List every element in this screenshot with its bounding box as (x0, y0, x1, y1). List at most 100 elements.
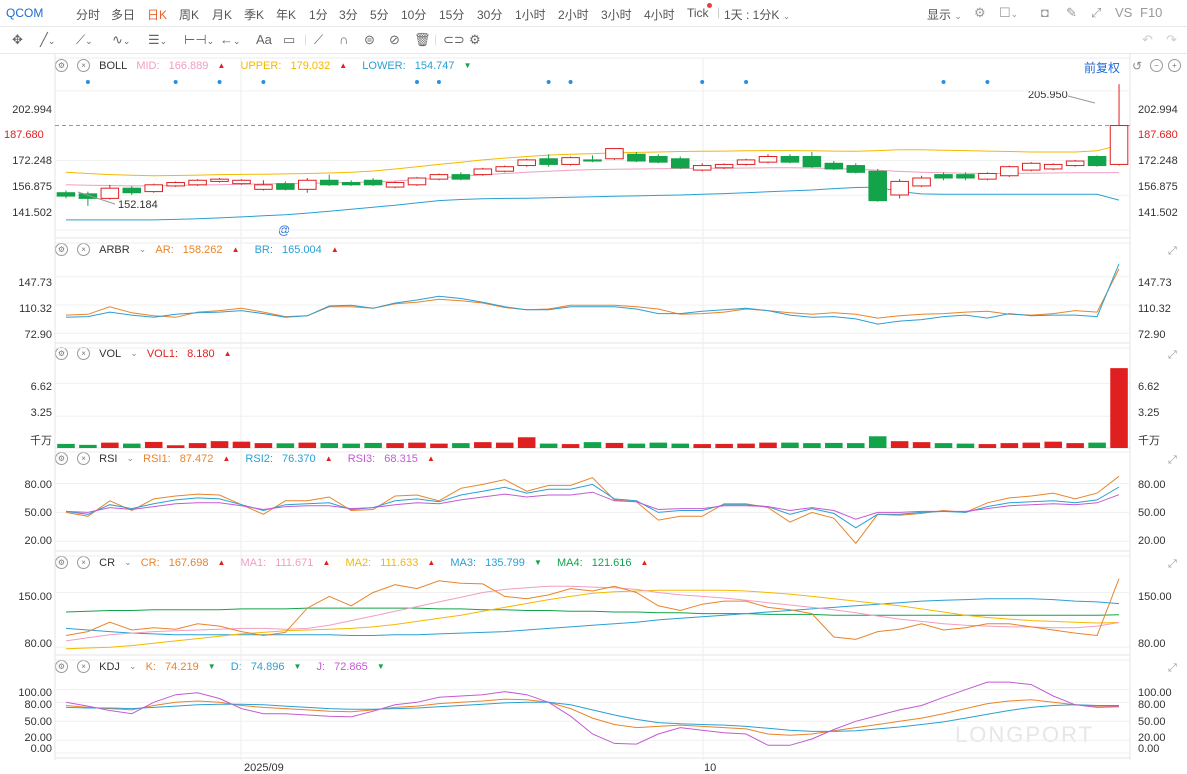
f10-button[interactable]: F10 (1140, 5, 1163, 20)
hide-icon[interactable]: ⊘ (389, 32, 400, 47)
period-week-k[interactable]: 周K (179, 8, 200, 22)
label: BR: (254, 243, 273, 256)
period-2hour[interactable]: 2小时 (558, 8, 589, 22)
candle (122, 187, 142, 194)
period-4hour[interactable]: 4小时 (644, 8, 675, 22)
period-10min[interactable]: 10分 (401, 8, 427, 22)
cr-value: CR: 167.698 ▲ (141, 556, 232, 569)
line-icon[interactable]: ╱⌄ (40, 32, 56, 47)
expand-icon[interactable]: ⤢ (1168, 558, 1177, 570)
y-axis-label: 20.00 (1138, 732, 1166, 744)
y-axis-label: 100.00 (18, 687, 52, 699)
fullscreen-icon[interactable]: ⤢ (1091, 5, 1102, 20)
expand-icon[interactable]: ⤢ (1168, 349, 1177, 361)
settings-icon[interactable]: ⚙ (469, 32, 481, 47)
channel-icon[interactable]: ⟋⌄ (76, 32, 93, 47)
text-icon[interactable]: Aa (256, 32, 272, 47)
br-value: BR: 165.004 ▲ (254, 243, 345, 256)
period-15min[interactable]: 15分 (439, 8, 465, 22)
vol-header: ⚙ × VOL ⌄ VOL1: 8.180 ▲ (55, 347, 244, 363)
candle (56, 192, 76, 197)
chevron-down-icon[interactable]: ⌄ (126, 453, 135, 463)
period-30min[interactable]: 30分 (477, 8, 503, 22)
vs-button[interactable]: VS (1115, 5, 1133, 20)
volume-bar (956, 443, 975, 448)
candle (868, 170, 887, 202)
cr-ma4-value: MA4: 121.616 ▲ (556, 556, 655, 569)
period-tick[interactable]: Tick (687, 6, 709, 20)
zoom-in-icon[interactable]: + (1168, 59, 1181, 72)
camera-icon[interactable]: ◘ (1041, 5, 1049, 20)
period-1min[interactable]: 1分 (309, 8, 328, 22)
crosshair-icon[interactable]: ✥ (12, 32, 23, 47)
indicator-name[interactable]: KDJ (99, 660, 120, 673)
period-1hour[interactable]: 1小时 (515, 8, 546, 22)
chevron-down-icon[interactable]: ⌄ (130, 348, 138, 358)
magnet-icon[interactable]: ∩ (339, 32, 349, 47)
measure-icon[interactable]: ⊢⊣⌄ (184, 32, 215, 47)
indicator-name[interactable]: CR (99, 556, 116, 569)
period-quarter-k[interactable]: 季K (244, 8, 265, 22)
indicator-name[interactable]: VOL (99, 347, 122, 360)
period-3hour[interactable]: 3小时 (601, 8, 632, 22)
y-axis-label: 100.00 (1138, 687, 1172, 699)
fib-icon[interactable]: ☰⌄ (148, 32, 168, 47)
ruler-icon[interactable]: ⟋ (314, 32, 324, 47)
display-menu[interactable]: 显示 ⌄ (927, 6, 962, 23)
volume-bar (1044, 441, 1062, 448)
label: UPPER: (240, 59, 282, 72)
chevron-down-icon[interactable]: ⌄ (124, 557, 132, 567)
layout-icon[interactable]: ☐⌄ (999, 5, 1019, 20)
period-year-k[interactable]: 年K (276, 8, 297, 22)
indicator-name[interactable]: RSI (99, 452, 118, 465)
comment-icon[interactable]: ▭ (283, 32, 296, 47)
pencil-icon[interactable]: ✎ (1066, 5, 1077, 20)
period-multiday[interactable]: 多日 (111, 8, 136, 22)
expand-icon[interactable]: ⤢ (1168, 662, 1177, 674)
candle (670, 158, 690, 169)
x-axis-date: 10 (704, 762, 717, 774)
settings-icon[interactable]: ⚙ (974, 5, 986, 20)
y-axis-label: 202.994 (1138, 104, 1178, 116)
link-icon[interactable]: ⊂⊃ (443, 32, 465, 47)
value: 74.896 (250, 660, 285, 673)
period-fenshi[interactable]: 分时 (76, 8, 101, 22)
adjust-mode-button[interactable]: 前复权 (1084, 61, 1121, 75)
label: MA4: (556, 556, 583, 569)
wave-icon[interactable]: ∿⌄ (112, 32, 131, 47)
redo-icon[interactable]: ↷ (1166, 32, 1177, 47)
period-day-k[interactable]: 日K (147, 8, 168, 22)
volume-bar (759, 442, 777, 448)
zoom-out-icon[interactable]: − (1150, 59, 1163, 72)
indicator-name[interactable]: ARBR (99, 243, 130, 256)
lock-icon[interactable]: ⊜ (364, 32, 375, 47)
trash-icon[interactable]: 🗑 (414, 32, 431, 47)
candle (298, 179, 317, 190)
period-5min[interactable]: 5分 (370, 8, 389, 22)
volume-bar (188, 443, 207, 448)
candle (561, 157, 580, 165)
chevron-down-icon[interactable]: ⌄ (128, 661, 137, 671)
undo-icon[interactable]: ↶ (1142, 32, 1153, 47)
ar-line (65, 268, 1120, 319)
period-3min[interactable]: 3分 (339, 8, 358, 22)
y-axis-label: 0.00 (30, 743, 52, 755)
y-axis-label: 80.00 (24, 638, 52, 650)
period-month-k[interactable]: 月K (212, 8, 233, 22)
volume-bar (1110, 368, 1128, 448)
expand-icon[interactable]: ⤢ (1168, 454, 1177, 466)
indicator-name[interactable]: BOLL (99, 59, 128, 72)
candle (736, 159, 756, 165)
expand-icon[interactable]: ⤢ (1168, 245, 1177, 257)
range-selector[interactable]: 1天 : 1分K ⌄ (724, 6, 790, 23)
y-axis-label: 50.00 (1138, 716, 1166, 728)
restore-icon[interactable]: ↺ (1132, 59, 1143, 73)
volume-bar (364, 442, 382, 448)
chevron-down-icon[interactable]: ⌄ (138, 244, 147, 254)
arrow-icon[interactable]: ←⌄ (220, 32, 241, 47)
volume-bar (495, 442, 514, 448)
value: 111.671 (275, 556, 314, 569)
close-icon[interactable]: × (77, 59, 91, 72)
symbol-label[interactable]: QCOM (6, 6, 44, 20)
